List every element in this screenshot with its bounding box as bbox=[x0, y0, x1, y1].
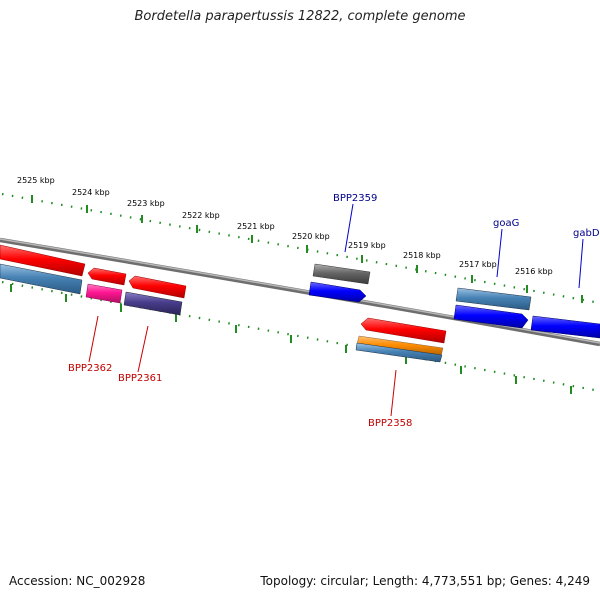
gene-feature-darkslate[interactable] bbox=[123, 291, 183, 316]
gene-feature-gray[interactable] bbox=[312, 263, 371, 285]
genome-backbone-highlight bbox=[0, 238, 600, 344]
kbp-label: 2520 kbp bbox=[292, 232, 330, 241]
map-title: Bordetella parapertussis 12822, complete… bbox=[134, 9, 466, 24]
kbp-label: 2516 kbp bbox=[515, 267, 553, 276]
reverse-strand-genes bbox=[0, 263, 600, 363]
kbp-label: 2524 kbp bbox=[72, 188, 110, 197]
gene-feature-red[interactable] bbox=[0, 244, 86, 277]
gene-feature-red[interactable] bbox=[360, 317, 447, 344]
kbp-label: 2525 kbp bbox=[17, 176, 55, 185]
kbp-label: 2517 kbp bbox=[459, 260, 497, 269]
accession-text: Accession: NC_002928 bbox=[9, 574, 146, 588]
outer-major-ticks bbox=[31, 195, 583, 303]
gene-feature-red[interactable] bbox=[128, 275, 187, 299]
gene-feature-blue[interactable] bbox=[308, 281, 367, 303]
genome-summary-text: Topology: circular; Length: 4,773,551 bp… bbox=[260, 574, 590, 588]
gene-feature-steelblue[interactable] bbox=[0, 263, 83, 295]
inner-scale-track bbox=[1, 280, 600, 393]
kbp-label: 2519 kbp bbox=[348, 241, 386, 250]
gene-feature-steelblue[interactable] bbox=[455, 287, 532, 311]
kbp-label: 2522 kbp bbox=[182, 211, 220, 220]
kbp-label: 2523 kbp bbox=[127, 199, 165, 208]
leader-lines bbox=[88, 203, 584, 417]
gene-label-gabd[interactable]: gabD bbox=[573, 228, 600, 239]
outer-scale-track bbox=[1, 192, 600, 305]
gene-label-bpp2362[interactable]: BPP2362 bbox=[68, 363, 112, 374]
gene-feature-magenta[interactable] bbox=[85, 283, 123, 304]
gene-feature-blue[interactable] bbox=[530, 315, 600, 339]
kbp-label: 2518 kbp bbox=[403, 251, 441, 260]
inner-major-ticks bbox=[10, 284, 572, 394]
gene-feature-blue[interactable] bbox=[453, 304, 529, 329]
gene-label-goag[interactable]: goaG bbox=[493, 218, 519, 229]
genome-backbone bbox=[0, 237, 600, 347]
kbp-label: 2521 kbp bbox=[237, 222, 275, 231]
gene-label-bpp2358[interactable]: BPP2358 bbox=[368, 418, 412, 429]
gene-feature-red[interactable] bbox=[87, 267, 127, 286]
gene-label-bpp2361[interactable]: BPP2361 bbox=[118, 373, 162, 384]
gene-feature-steelblue[interactable] bbox=[355, 342, 443, 363]
forward-strand-genes bbox=[0, 244, 532, 311]
gene-label-bpp2359[interactable]: BPP2359 bbox=[333, 193, 377, 204]
